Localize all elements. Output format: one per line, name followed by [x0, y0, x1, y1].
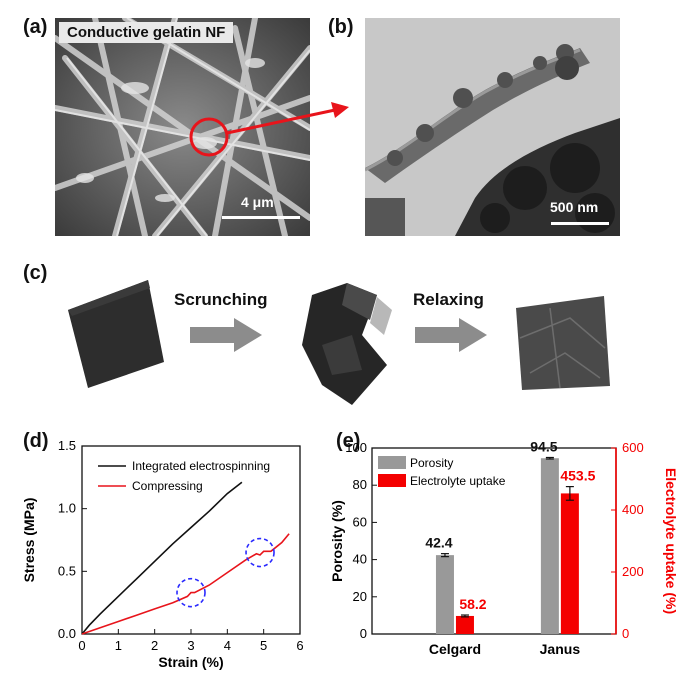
porosity-uptake-chart: 0 20 40 60 80 100 0 200 400 600 Porosity (%) Electr…	[330, 438, 679, 657]
bar-porosity	[435, 555, 454, 634]
highlight-circle	[245, 537, 275, 568]
bar-value-label: 94.5	[530, 438, 557, 454]
y2-tick-label: 600	[622, 440, 644, 455]
y-tick-label: 100	[345, 440, 367, 455]
relaxing-label: Relaxing	[413, 290, 484, 309]
y2-tick-label: 200	[622, 564, 644, 579]
legend-label: Porosity	[410, 456, 453, 470]
tem-texture	[365, 18, 620, 236]
category-label: Celgard	[429, 641, 481, 657]
y-axis-label: Stress (MPa)	[21, 498, 37, 583]
sem-image: Conductive gelatin NF 4 μm	[55, 18, 310, 236]
legend-swatch	[378, 474, 406, 487]
y-tick-label: 80	[353, 477, 367, 492]
relaxing-arrow	[415, 318, 487, 352]
panel-b-scale-label: 500 nm	[550, 199, 599, 215]
x-tick-label: 1	[115, 638, 122, 653]
series-line-compressing	[81, 533, 290, 635]
y-tick-label: 20	[353, 589, 367, 604]
legend-label: Compressing	[132, 479, 203, 493]
bar-value-label: 42.4	[425, 535, 452, 551]
y2-tick-label: 0	[622, 626, 629, 641]
y-tick-label: 40	[353, 552, 367, 567]
legend-swatch	[378, 456, 406, 469]
y-tick-label: 1.5	[58, 438, 76, 453]
legend-label: Integrated electrospinning	[132, 459, 270, 473]
y2-axis-label: Electrolyte uptake (%)	[663, 468, 679, 614]
highlight-circle	[176, 577, 206, 608]
relaxed-film-photo	[516, 296, 610, 390]
y-tick-label: 0.5	[58, 563, 76, 578]
x-tick-label: 5	[260, 638, 267, 653]
scrunching-arrow	[190, 318, 262, 352]
panel-d-letter: (d)	[23, 430, 49, 452]
bar-uptake	[560, 493, 579, 634]
bar-uptake	[455, 615, 474, 634]
x-tick-label: 4	[224, 638, 231, 653]
panel-a-letter: (a)	[23, 16, 48, 38]
panel-a-title: Conductive gelatin NF	[59, 22, 234, 43]
zoom-indicator	[189, 102, 349, 157]
y-tick-label: 1.0	[58, 501, 76, 516]
panel-b-letter: (b)	[328, 16, 354, 38]
x-axis-label: Strain (%)	[158, 654, 223, 670]
y-tick-label: 0.0	[58, 626, 76, 641]
zoom-circle	[189, 117, 229, 157]
scrunching-label: Scrunching	[174, 290, 268, 309]
tem-image: 500 nm	[365, 18, 620, 236]
stress-strain-chart: 0 1 2 3 4 5 6 0.0 0.5 1.0 1.5 Strain (%) Stress (MPa…	[21, 438, 304, 670]
panel-c-letter: (c)	[23, 262, 48, 284]
bar-porosity	[540, 458, 559, 634]
bar-value-label: 453.5	[560, 468, 595, 484]
flat-film-photo	[68, 280, 164, 388]
x-tick-label: 2	[151, 638, 158, 653]
panel-e-letter: (e)	[336, 430, 361, 452]
panel-a-scale-label: 4 μm	[241, 194, 274, 210]
sem-fiber-texture	[55, 18, 310, 236]
x-tick-label: 0	[78, 638, 85, 653]
category-label: Janus	[540, 641, 581, 657]
bar-value-label: 58.2	[459, 596, 486, 612]
y-tick-label: 0	[360, 626, 367, 641]
legend-label: Electrolyte uptake	[410, 474, 506, 488]
zoom-arrow-head	[331, 102, 349, 118]
x-tick-label: 6	[296, 638, 303, 653]
zoom-arrow-line	[226, 108, 336, 135]
panel-b-scale-bar	[551, 222, 609, 225]
x-tick-label: 3	[187, 638, 194, 653]
series-line-integrated	[81, 481, 243, 635]
y-tick-label: 60	[353, 514, 367, 529]
y-axis-label: Porosity (%)	[330, 500, 345, 582]
y2-tick-label: 400	[622, 502, 644, 517]
panel-a-scale-bar	[222, 216, 300, 219]
scrunched-film-photo	[302, 283, 392, 405]
